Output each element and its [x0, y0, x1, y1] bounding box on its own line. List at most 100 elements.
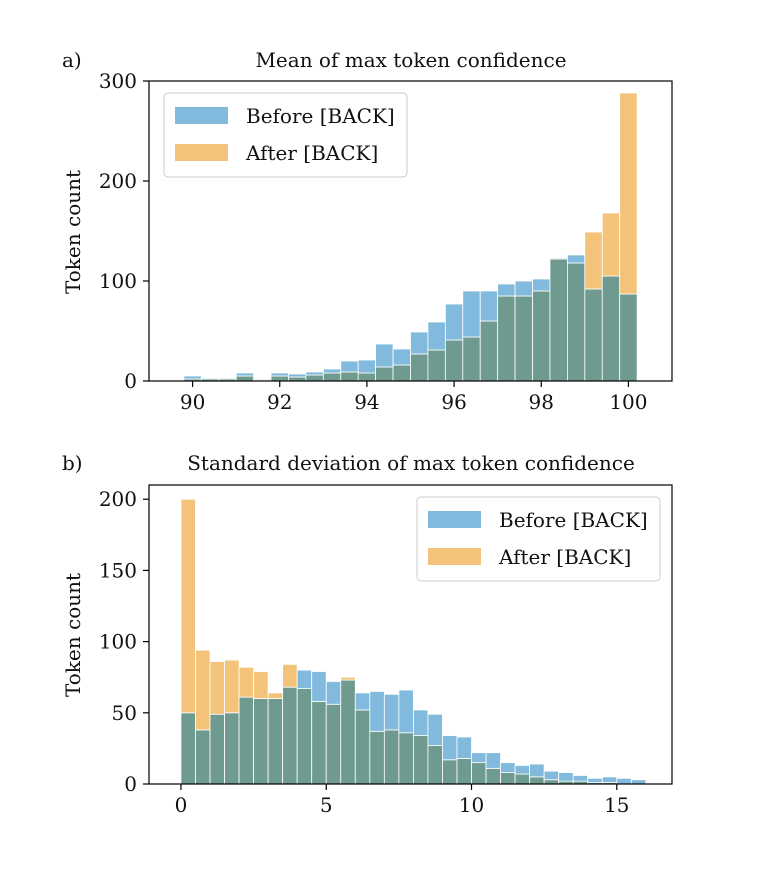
chart-b-x-tick-label: 5 — [320, 793, 333, 817]
chart-a-bar-overlap-22 — [567, 262, 586, 382]
chart-a-bar-before-21 — [549, 257, 568, 260]
chart-b-x-tick-label: 0 — [175, 793, 188, 817]
chart-a-bar-after-24 — [601, 212, 621, 277]
chart-a-bar-before-11 — [375, 343, 394, 368]
chart-b-x-tick-label: 15 — [604, 793, 629, 817]
chart-b-bar-overlap-6 — [267, 698, 284, 785]
chart-b-bar-before-23 — [514, 765, 531, 775]
chart-a-bar-before-14 — [427, 321, 446, 351]
chart-b-bar-overlap-18 — [442, 759, 458, 785]
chart-a-bar-overlap-17 — [479, 320, 499, 382]
chart-a-bar-before-3 — [235, 372, 255, 377]
chart-a-ylabel: Token count — [61, 170, 85, 294]
chart-b-bar-overlap-20 — [471, 762, 487, 785]
chart-b-bar-before-16 — [413, 709, 429, 736]
chart-b-bar-before-20 — [471, 752, 487, 764]
chart-b-bar-overlap-8 — [296, 688, 313, 785]
chart-b-y-tick-label: 200 — [99, 487, 137, 511]
chart-b-y-tick-label: 50 — [112, 701, 137, 725]
chart-b-bar-after-11 — [340, 676, 356, 681]
chart-a-bar-overlap-9 — [340, 371, 359, 382]
chart-a-bar-before-20 — [532, 278, 551, 292]
chart-b-bar-before-25 — [543, 770, 560, 781]
chart-b-bar-before-27 — [572, 775, 589, 782]
chart-b-bar-overlap-12 — [354, 709, 371, 785]
chart-b: b) Standard deviation of max token confi… — [61, 451, 673, 817]
chart-b-bar-overlap-9 — [311, 701, 327, 785]
chart-a-y-axis: 0 100 200 300 — [99, 69, 149, 393]
chart-a-x-axis: 90 92 94 96 98 100 — [180, 381, 648, 414]
chart-a-bar-overlap-21 — [549, 258, 568, 382]
chart-a-bar-before-2 — [218, 377, 237, 380]
chart-a-bar-overlap-12 — [392, 364, 411, 382]
chart-b-bar-after-7 — [282, 664, 298, 688]
chart-b-bar-before-21 — [485, 752, 501, 769]
chart-a-bar-after-25 — [619, 92, 638, 295]
chart-a-bar-overlap-16 — [462, 336, 481, 382]
chart-a-bar-overlap-19 — [514, 295, 533, 382]
chart-b-x-tick-label: 10 — [459, 793, 484, 817]
chart-b-bar-after-2 — [209, 661, 225, 715]
chart-a-bar-before-17 — [479, 290, 499, 322]
chart-a-bar-overlap-5 — [270, 375, 289, 382]
chart-a-bar-overlap-3 — [235, 375, 255, 382]
chart-a-legend-swatch-before — [175, 107, 228, 124]
chart-b-bar-overlap-7 — [282, 686, 298, 785]
chart-b-bar-before-24 — [529, 763, 545, 778]
chart-b-bar-overlap-1 — [195, 729, 211, 785]
chart-a-bar-overlap-18 — [497, 295, 516, 382]
chart-a-bar-overlap-23 — [584, 288, 603, 382]
chart-b-bar-after-5 — [253, 671, 269, 699]
chart-b-y-tick-label: 100 — [99, 630, 137, 654]
chart-b-bar-overlap-4 — [238, 696, 254, 785]
chart-b-legend-swatch-after — [428, 548, 481, 565]
chart-b-y-tick-label: 150 — [99, 558, 137, 582]
chart-b-bar-overlap-22 — [500, 772, 516, 785]
chart-b-ylabel: Token count — [61, 573, 85, 697]
chart-b-bar-before-12 — [354, 692, 371, 711]
chart-b-panel-label: b) — [62, 451, 83, 475]
chart-a-bar-before-6 — [288, 373, 307, 378]
chart-b-bar-overlap-5 — [253, 698, 269, 785]
chart-a-x-tick-label: 100 — [609, 390, 647, 414]
chart-a-legend-swatch-after — [175, 144, 228, 161]
chart-b-bar-overlap-15 — [398, 732, 414, 785]
chart-b-bars — [180, 498, 647, 785]
chart-a-y-tick-label: 100 — [99, 269, 137, 293]
chart-b-bar-overlap-17 — [427, 745, 443, 785]
chart-a-bar-overlap-20 — [532, 290, 551, 382]
chart-a-bar-after-23 — [584, 231, 603, 290]
chart-a-bar-overlap-8 — [322, 372, 342, 382]
chart-b-bar-before-8 — [296, 669, 313, 690]
chart-b-y-axis: 0 50 100 150 200 — [99, 487, 149, 796]
chart-b-bar-after-0 — [180, 498, 196, 714]
chart-b-bar-overlap-14 — [383, 729, 400, 785]
chart-b-bar-overlap-19 — [456, 757, 472, 785]
chart-a-x-tick-label: 98 — [529, 390, 554, 414]
chart-a-x-tick-label: 90 — [180, 390, 205, 414]
chart-a-bar-before-1 — [200, 377, 220, 380]
chart-b-bar-overlap-21 — [485, 767, 501, 785]
chart-b-bar-before-19 — [456, 736, 472, 759]
chart-b-plot-frame — [148, 484, 673, 785]
chart-a-y-tick-label: 0 — [124, 369, 137, 393]
chart-b-bar-before-30 — [616, 777, 632, 785]
chart-a-bar-before-9 — [340, 360, 359, 373]
chart-b-legend-swatch-before — [428, 511, 481, 528]
chart-b-legend: Before [BACK] After [BACK] — [416, 496, 661, 582]
chart-a-bar-before-0 — [183, 375, 202, 380]
chart-b-bar-before-14 — [383, 693, 400, 731]
chart-b-bar-after-4 — [238, 666, 254, 698]
chart-a-y-tick-label: 300 — [99, 69, 137, 93]
chart-a-bar-before-7 — [305, 371, 324, 376]
chart-a-bar-overlap-13 — [410, 353, 429, 382]
chart-b-bar-overlap-25 — [543, 779, 560, 785]
chart-b-bar-before-17 — [427, 713, 443, 746]
chart-b-bar-overlap-3 — [224, 712, 240, 785]
chart-a-bar-before-8 — [322, 368, 342, 374]
chart-a-bar-overlap-7 — [305, 374, 324, 382]
chart-a-bar-before-22 — [567, 254, 586, 264]
chart-b-x-axis: 0 5 10 15 — [175, 784, 630, 817]
chart-a-bar-overlap-24 — [601, 275, 621, 382]
chart-b-bar-overlap-2 — [209, 713, 225, 785]
